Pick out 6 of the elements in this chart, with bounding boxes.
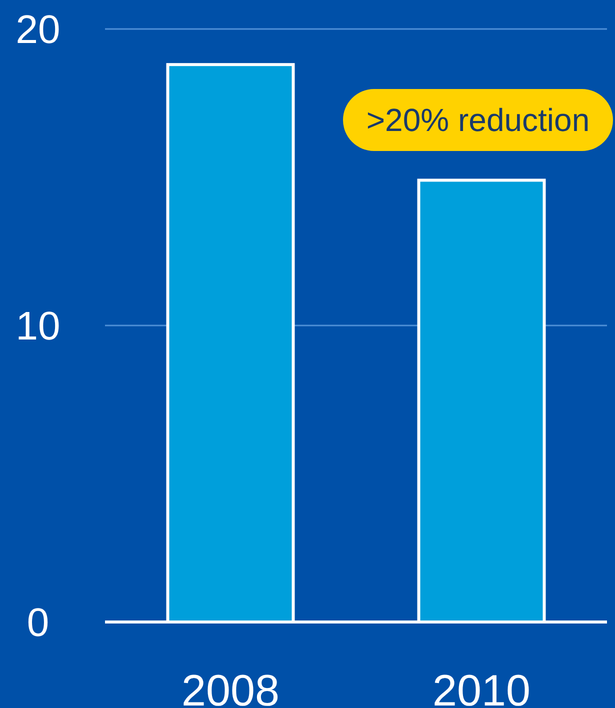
y-tick-label: 0: [26, 601, 50, 645]
y-tick-label: 20: [16, 8, 60, 52]
annotation: >20% reduction: [366, 102, 590, 138]
x-tick-label: 2010: [432, 666, 530, 708]
y-tick-label: 10: [16, 304, 60, 348]
x-tick-label: 2008: [182, 666, 280, 708]
